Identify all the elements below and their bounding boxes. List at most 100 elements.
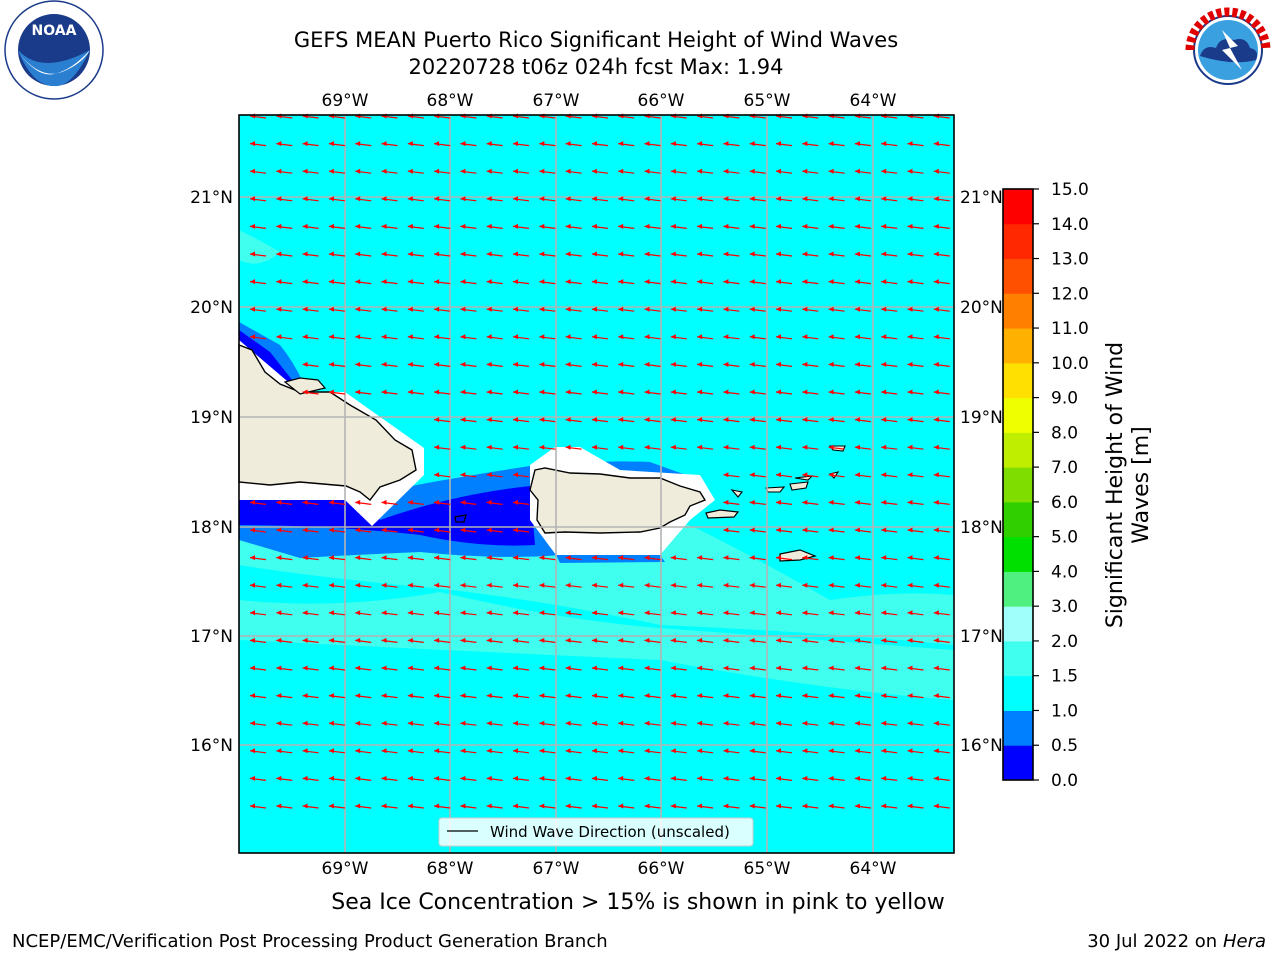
colorbar-segment <box>1003 293 1033 329</box>
wind-arrow <box>434 527 451 533</box>
wind-arrow <box>907 279 924 285</box>
wind-arrow <box>381 279 398 285</box>
wind-arrow <box>512 361 530 367</box>
wind-arrow <box>854 196 871 202</box>
wind-arrow <box>723 637 740 643</box>
wind-arrow <box>512 196 530 202</box>
wind-arrow <box>749 665 766 671</box>
wind-arrow <box>618 279 635 285</box>
wind-arrow <box>854 499 871 505</box>
wind-arrow <box>670 748 687 754</box>
wind-arrow <box>407 582 424 588</box>
wind-arrow <box>407 748 424 754</box>
wind-arrow <box>407 196 424 202</box>
colorbar-segment <box>1003 223 1033 260</box>
wind-arrow <box>355 748 372 754</box>
wind-arrow <box>249 527 267 533</box>
wind-arrow <box>670 610 687 616</box>
wind-arrow <box>381 582 398 588</box>
wind-arrow <box>460 444 477 450</box>
wind-arrow <box>618 610 635 616</box>
lon-label-top: 65°W <box>744 91 791 111</box>
wind-arrow <box>828 141 845 147</box>
wind-arrow <box>381 141 398 147</box>
wind-arrow <box>276 306 293 312</box>
wind-arrow <box>854 775 871 781</box>
wind-arrow <box>828 803 845 809</box>
wind-arrow <box>434 223 451 229</box>
wind-arrow <box>749 334 766 340</box>
wind-arrow <box>933 775 950 781</box>
wind-arrow <box>749 582 766 588</box>
date-line: 30 Jul 2022 on Hera <box>1087 931 1266 952</box>
colorbar: 0.0 0.5 1.0 1.5 2.0 3.0 4.0 5.0 6.0 7.0 8.0 9.0 10.0… <box>1002 180 1089 791</box>
wind-arrow <box>723 306 740 312</box>
wind-arrow <box>249 251 267 257</box>
lat-label-left: 21°N <box>190 188 233 208</box>
wind-arrow <box>618 389 635 395</box>
wind-arrow <box>486 748 503 754</box>
wind-arrow <box>591 168 608 174</box>
wind-arrow <box>302 168 319 174</box>
wind-arrow <box>591 334 608 340</box>
wind-arrow <box>328 251 345 257</box>
lon-label-bottom: 68°W <box>427 859 474 879</box>
noaa-logo-text: NOAA <box>32 23 77 39</box>
wind-arrow <box>775 223 793 229</box>
wind-arrow <box>460 637 477 643</box>
wind-arrow <box>460 748 477 754</box>
colorbar-tick-label: 6.0 <box>1051 493 1078 513</box>
wind-arrow <box>407 334 424 340</box>
wind-arrow <box>828 223 845 229</box>
wind-arrow <box>434 196 451 202</box>
wind-arrow <box>249 610 267 616</box>
wind-arrow <box>302 665 319 671</box>
wind-arrow <box>775 113 793 119</box>
wind-arrow <box>907 527 924 533</box>
wind-arrow <box>565 113 582 119</box>
wind-arrow <box>802 223 819 229</box>
wind-arrow <box>539 279 556 285</box>
wind-arrow <box>302 279 319 285</box>
wind-arrow <box>381 803 398 809</box>
wind-arrow <box>565 141 582 147</box>
wave-band-0m-mona <box>239 486 535 546</box>
wind-arrow <box>749 444 766 450</box>
wind-arrow <box>618 555 635 561</box>
wind-arrow <box>355 720 372 726</box>
wind-arrow <box>539 582 556 588</box>
wind-arrow <box>486 472 503 478</box>
wind-arrow <box>644 113 661 119</box>
wind-arrow <box>881 665 898 671</box>
wind-arrow <box>697 582 714 588</box>
colorbar-tick-label: 12.0 <box>1051 284 1089 304</box>
wind-arrow <box>933 527 950 533</box>
wind-arrow <box>434 141 451 147</box>
wind-arrow <box>854 665 871 671</box>
machine-name: Hera <box>1222 931 1266 952</box>
wind-arrow <box>881 141 898 147</box>
nws-logo <box>1180 2 1276 98</box>
wind-arrow <box>302 251 319 257</box>
wind-arrow <box>828 775 845 781</box>
wind-arrow <box>802 775 819 781</box>
wind-arrow <box>381 251 398 257</box>
wind-arrow <box>854 389 871 395</box>
wind-arrow <box>302 582 319 588</box>
wind-arrow <box>775 527 793 533</box>
wind-arrow <box>407 113 424 119</box>
wind-arrow <box>854 306 871 312</box>
wind-arrow <box>907 555 924 561</box>
wind-arrow <box>355 775 372 781</box>
colorbar-label: Significant Height of WindWaves [m] <box>1103 342 1154 628</box>
wind-arrow <box>907 665 924 671</box>
wind-arrow <box>434 334 451 340</box>
wind-arrow <box>328 665 345 671</box>
colorbar-segment <box>1003 467 1033 503</box>
credit-line: NCEP/EMC/Verification Post Processing Pr… <box>12 931 608 952</box>
wind-arrow <box>381 168 398 174</box>
colorbar-segment <box>1003 328 1033 364</box>
wind-arrow <box>512 555 530 561</box>
wave-band-0-5m-mona <box>239 466 560 558</box>
wind-arrow <box>407 306 424 312</box>
